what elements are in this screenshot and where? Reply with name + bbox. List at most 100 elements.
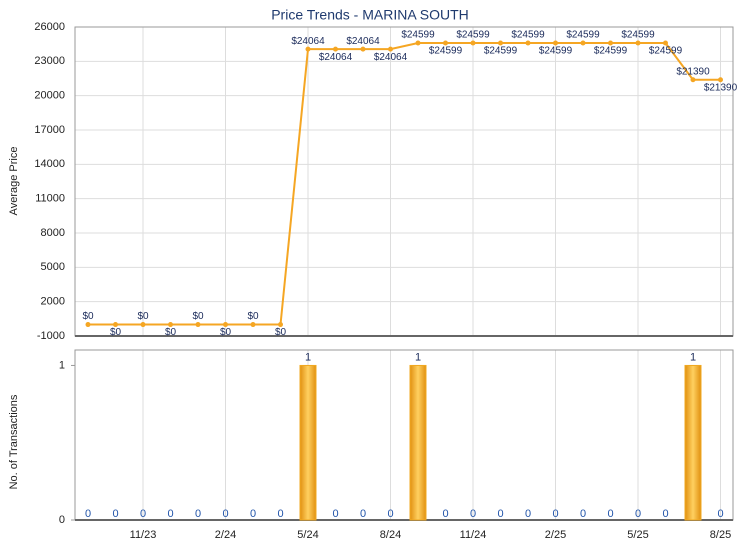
value-label: $0 [82, 311, 94, 322]
value-label: 0 [360, 508, 366, 520]
bar [409, 364, 427, 521]
y-tick-label: 5000 [41, 261, 65, 273]
point [415, 40, 421, 46]
y-axis-label: Average Price [8, 147, 20, 216]
value-label: 1 [305, 351, 311, 363]
value-label: $24599 [539, 46, 573, 57]
value-label: $0 [110, 327, 122, 338]
point [195, 322, 201, 328]
point [305, 46, 311, 52]
x-tick-label: 8/24 [380, 529, 401, 541]
point [278, 322, 283, 328]
y-tick-label: 26000 [34, 21, 65, 33]
point [113, 322, 118, 328]
value-label: $24599 [621, 30, 655, 41]
point [140, 322, 146, 328]
value-label: $24599 [401, 30, 435, 41]
value-label: 0 [250, 508, 256, 520]
price-line [88, 42, 721, 326]
value-label: $24064 [319, 52, 353, 63]
y-tick-label: 14000 [34, 158, 65, 170]
value-label: 0 [222, 508, 228, 520]
x-tick-label: 11/24 [460, 529, 487, 541]
point [85, 322, 91, 328]
point [690, 77, 696, 83]
point [498, 40, 503, 46]
value-label: $0 [165, 327, 177, 338]
point [580, 40, 586, 46]
x-tick-label: 8/25 [710, 529, 731, 541]
value-label: 0 [552, 508, 558, 520]
value-label: 0 [442, 508, 448, 520]
value-label: $24599 [511, 30, 545, 41]
value-label: 0 [140, 508, 146, 520]
point [663, 40, 668, 46]
plot-frame [74, 26, 734, 337]
value-label: $24064 [346, 36, 380, 47]
value-label: $24599 [456, 30, 490, 41]
x-tick-label: 5/24 [297, 529, 318, 541]
y-tick-label: 20000 [34, 90, 65, 102]
value-label: $24599 [649, 46, 683, 57]
value-label: 0 [717, 508, 723, 520]
x-tick-label: 2/24 [215, 529, 236, 541]
point [525, 40, 531, 46]
y-tick-label: 0 [59, 514, 65, 526]
y-axis-label: No. of Transactions [8, 394, 20, 489]
point [333, 46, 338, 52]
value-label: $0 [220, 327, 232, 338]
y-tick-label: 8000 [41, 227, 65, 239]
y-tick-label: 2000 [41, 296, 65, 308]
value-label: 0 [497, 508, 503, 520]
value-label: $0 [247, 311, 259, 322]
value-label: 0 [580, 508, 586, 520]
value-label: 0 [85, 508, 91, 520]
point [608, 40, 613, 46]
bar [299, 364, 317, 521]
y-tick-label: 11000 [35, 193, 65, 205]
value-label: 0 [332, 508, 338, 520]
point [360, 46, 366, 52]
value-label: 1 [415, 351, 421, 363]
x-tick-label: 5/25 [627, 529, 648, 541]
point [635, 40, 641, 46]
value-label: $24064 [291, 36, 325, 47]
chart-title: Price Trends - MARINA SOUTH [271, 7, 469, 23]
y-tick-label: 23000 [34, 55, 65, 67]
value-label: 0 [525, 508, 531, 520]
value-label: $24599 [484, 46, 518, 57]
value-label: $21390 [676, 66, 710, 77]
y-tick-label: 17000 [34, 124, 65, 136]
value-label: $24599 [594, 46, 628, 57]
value-label: 0 [277, 508, 283, 520]
point [223, 322, 228, 328]
bar [684, 364, 702, 521]
value-label: 0 [635, 508, 641, 520]
plot-frame [74, 349, 734, 521]
value-label: $0 [275, 327, 287, 338]
point [443, 40, 448, 46]
point [470, 40, 476, 46]
value-label: $21390 [704, 82, 738, 93]
value-label: 0 [662, 508, 668, 520]
value-label: 0 [112, 508, 118, 520]
value-label: 0 [470, 508, 476, 520]
value-label: 0 [607, 508, 613, 520]
x-tick-label: 11/23 [130, 529, 157, 541]
value-label: $24064 [374, 52, 408, 63]
value-label: $24599 [566, 30, 600, 41]
y-tick-label: 1 [59, 359, 65, 371]
value-label: 0 [387, 508, 393, 520]
value-label: $24599 [429, 46, 463, 57]
value-label: $0 [192, 311, 204, 322]
point [388, 46, 393, 52]
value-label: $0 [137, 311, 149, 322]
value-label: 0 [195, 508, 201, 520]
y-tick-label: -1000 [37, 330, 65, 342]
point [553, 40, 558, 46]
value-label: 0 [167, 508, 173, 520]
point [250, 322, 256, 328]
point [168, 322, 173, 328]
value-label: 1 [690, 351, 696, 363]
